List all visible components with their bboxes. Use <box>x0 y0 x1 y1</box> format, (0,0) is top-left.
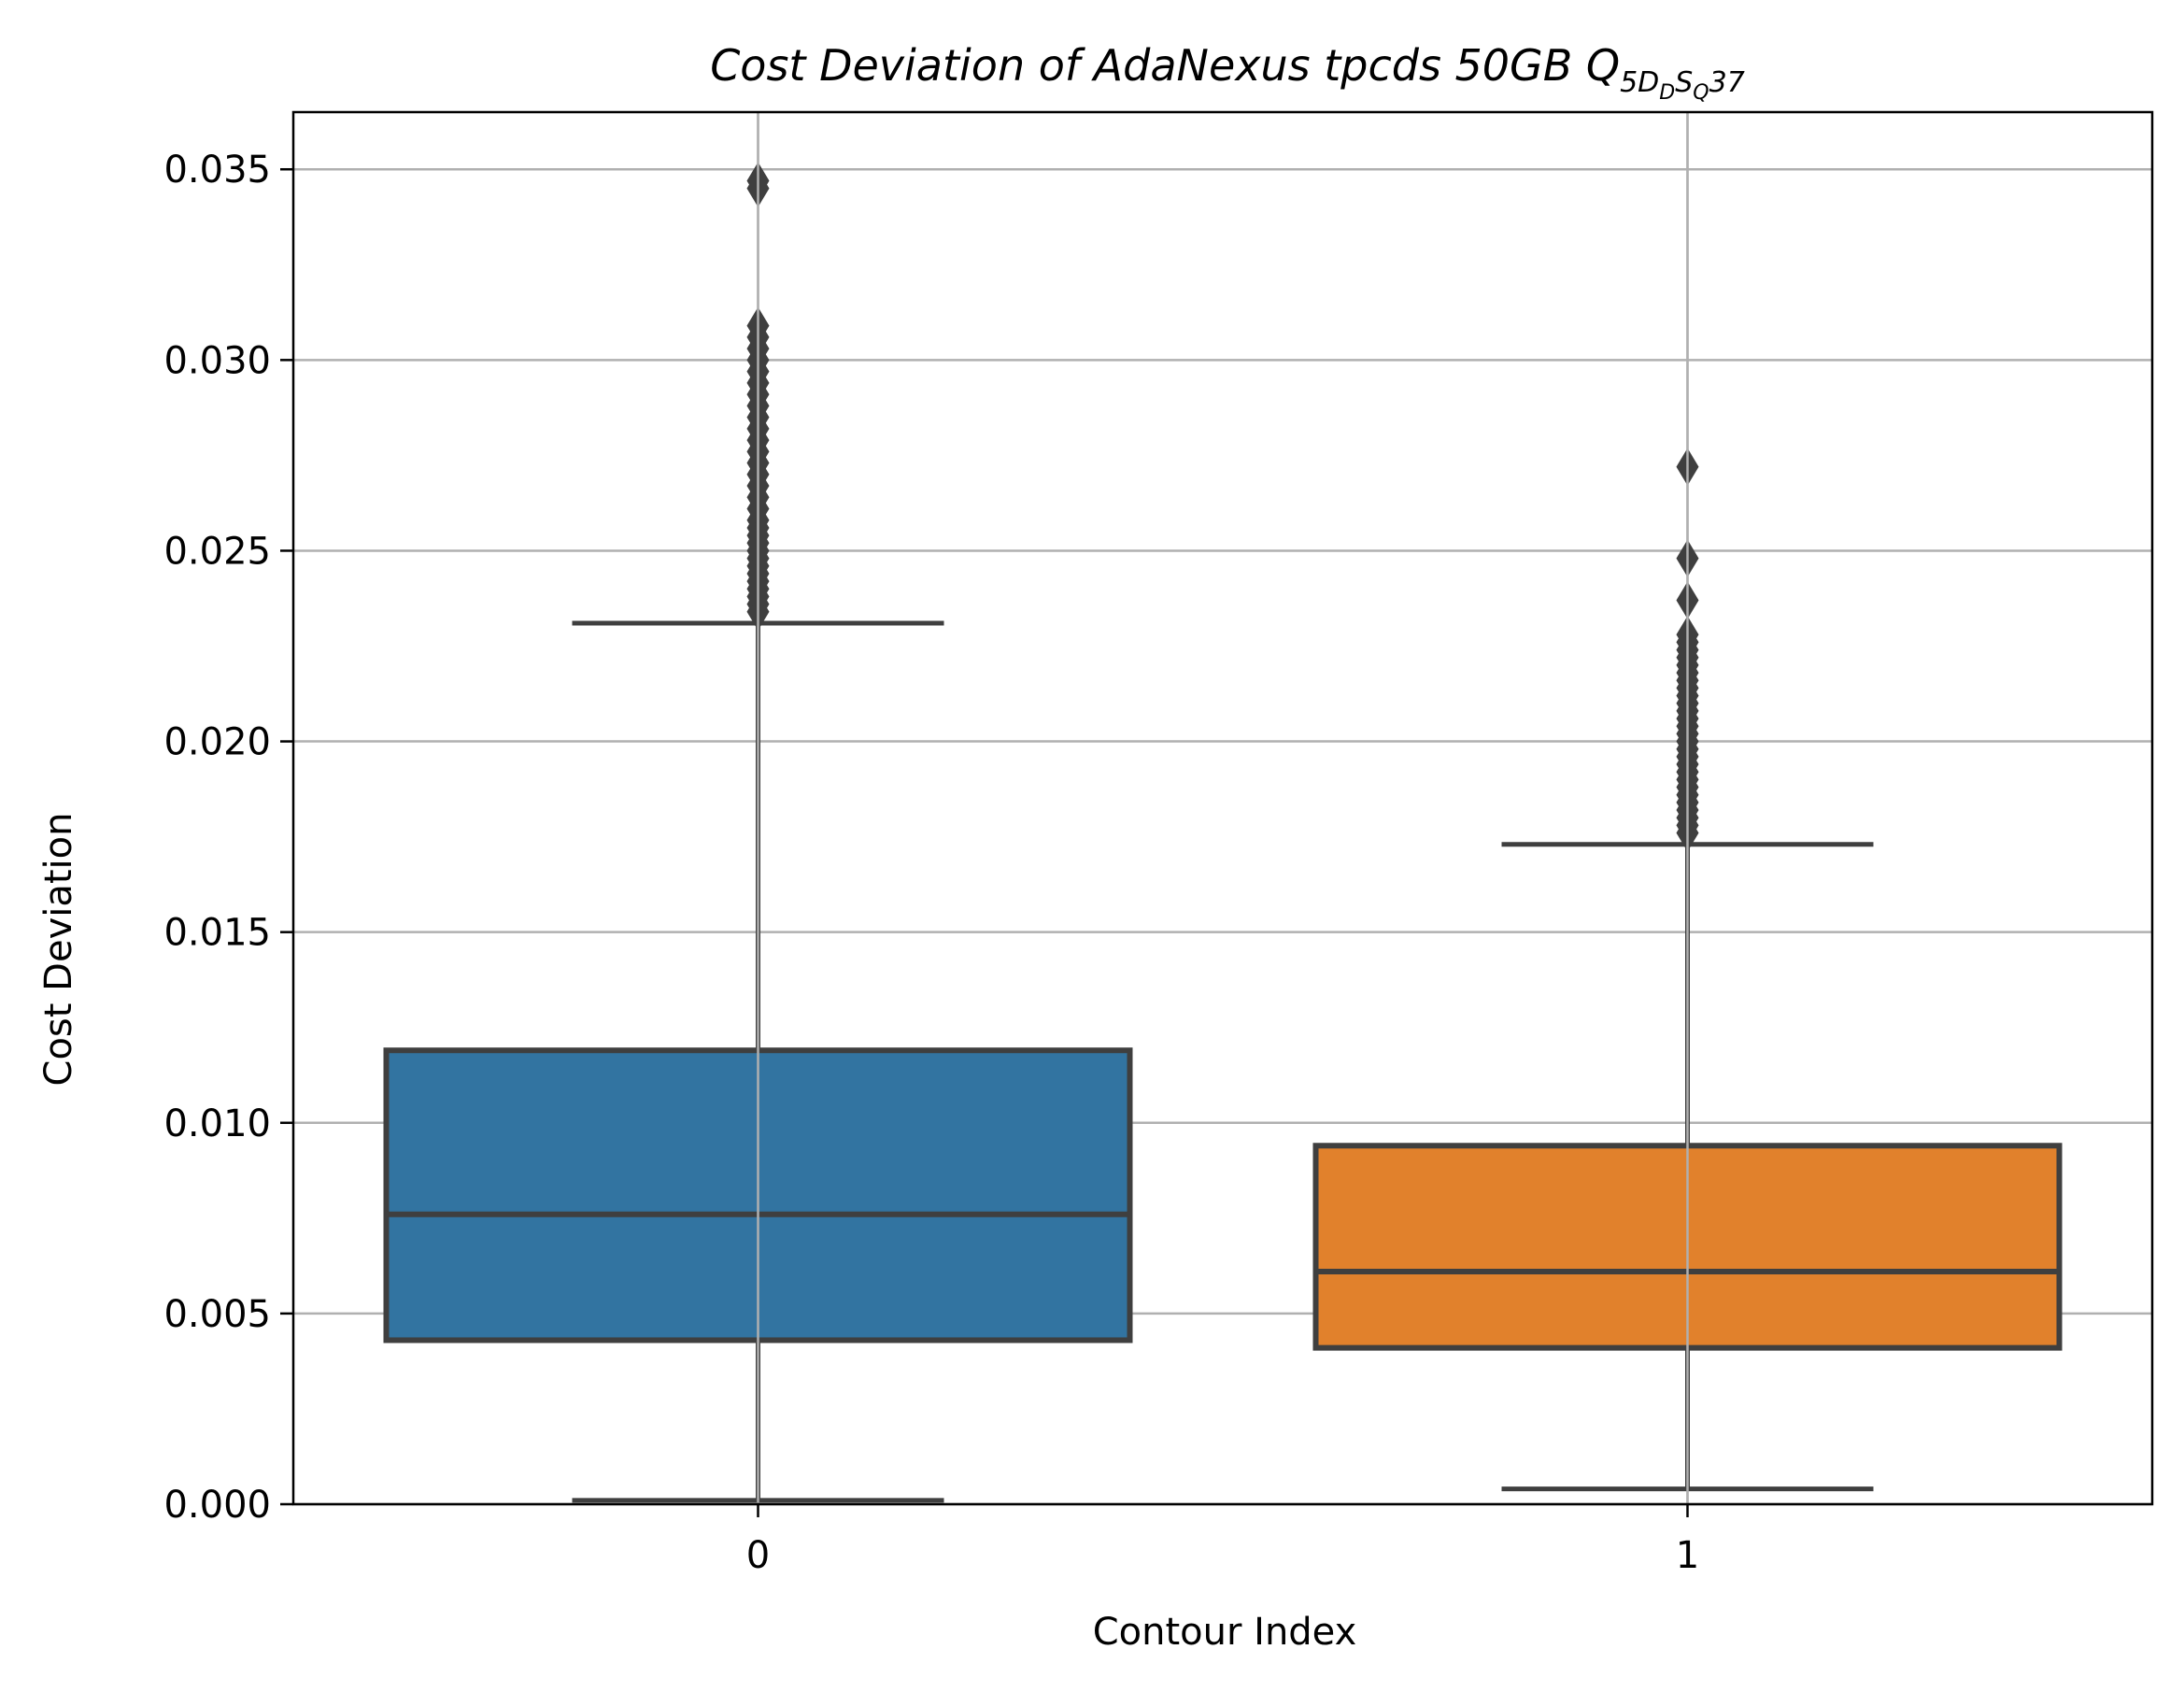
boxes <box>383 112 2063 1504</box>
y-axis-label: Cost Deviation <box>37 813 80 1087</box>
y-tick-label: 0.000 <box>163 1484 271 1527</box>
y-tick-label: 0.030 <box>163 339 271 382</box>
y-tick-label: 0.035 <box>163 149 271 192</box>
y-tick-label: 0.025 <box>163 530 271 573</box>
y-tick-label: 0.020 <box>163 721 271 764</box>
y-tick-label: 0.005 <box>163 1293 271 1336</box>
axes: 0.000 0.005 0.010 0.015 0.020 0.025 0.030 0.035… <box>163 149 1699 1577</box>
y-tick-label: 0.015 <box>163 912 271 955</box>
chart-title: Cost Deviation of AdaNexus tpcds 50GB Q5… <box>710 40 1745 105</box>
plot-area-frame <box>291 110 2154 1506</box>
x-axis-label: Contour Index <box>1093 1611 1357 1654</box>
x-tick-label: 1 <box>1676 1534 1699 1577</box>
x-tick-label: 0 <box>746 1534 770 1577</box>
y-tick-label: 0.010 <box>163 1102 271 1145</box>
